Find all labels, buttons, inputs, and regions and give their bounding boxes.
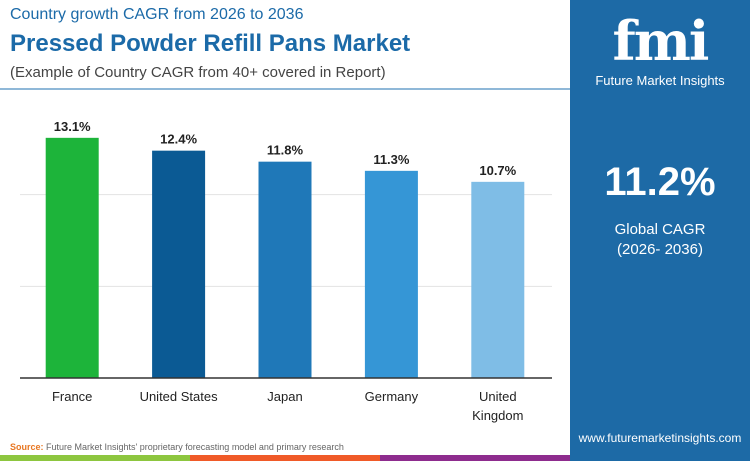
chart-subtitle: Country growth CAGR from 2026 to 2036 xyxy=(10,6,304,23)
chart-title: Pressed Powder Refill Pans Market xyxy=(10,30,411,57)
x-tick-label: Japan xyxy=(267,389,302,404)
data-label: 12.4% xyxy=(160,132,197,147)
x-tick-label: United xyxy=(479,389,517,404)
source-note: Source: Future Market Insights' propriet… xyxy=(10,442,344,452)
global-cagr-value: 11.2% xyxy=(604,160,716,204)
x-tick-label: United States xyxy=(140,389,219,404)
bar-1 xyxy=(152,150,206,378)
x-tick-label: France xyxy=(52,389,92,404)
footer-strip-orange xyxy=(190,455,380,461)
data-label: 11.8% xyxy=(267,143,304,158)
bar-4 xyxy=(471,181,525,378)
footer-strip-purple xyxy=(380,455,570,461)
side-panel xyxy=(570,0,750,461)
footer-strip-green xyxy=(0,455,190,461)
bar-0 xyxy=(45,137,99,378)
x-tick-label: Germany xyxy=(365,389,419,404)
chart-note: (Example of Country CAGR from 40+ covere… xyxy=(10,64,386,81)
bar-3 xyxy=(364,170,418,378)
fmi-logo: fmi xyxy=(612,9,710,73)
website-link[interactable]: www.futuremarketinsights.com xyxy=(578,431,742,445)
data-label: 11.3% xyxy=(373,152,410,167)
data-label: 13.1% xyxy=(54,119,91,134)
divider xyxy=(0,88,570,90)
bar-2 xyxy=(258,161,312,378)
x-tick-label: Kingdom xyxy=(472,408,523,423)
brand-name: Future Market Insights xyxy=(595,73,725,88)
global-cagr-label: Global CAGR (2026- 2036) xyxy=(614,221,706,258)
bar-chart: 13.1% France 12.4% United States 11.8% Japan 1… xyxy=(20,119,552,423)
data-label: 10.7% xyxy=(479,163,516,178)
